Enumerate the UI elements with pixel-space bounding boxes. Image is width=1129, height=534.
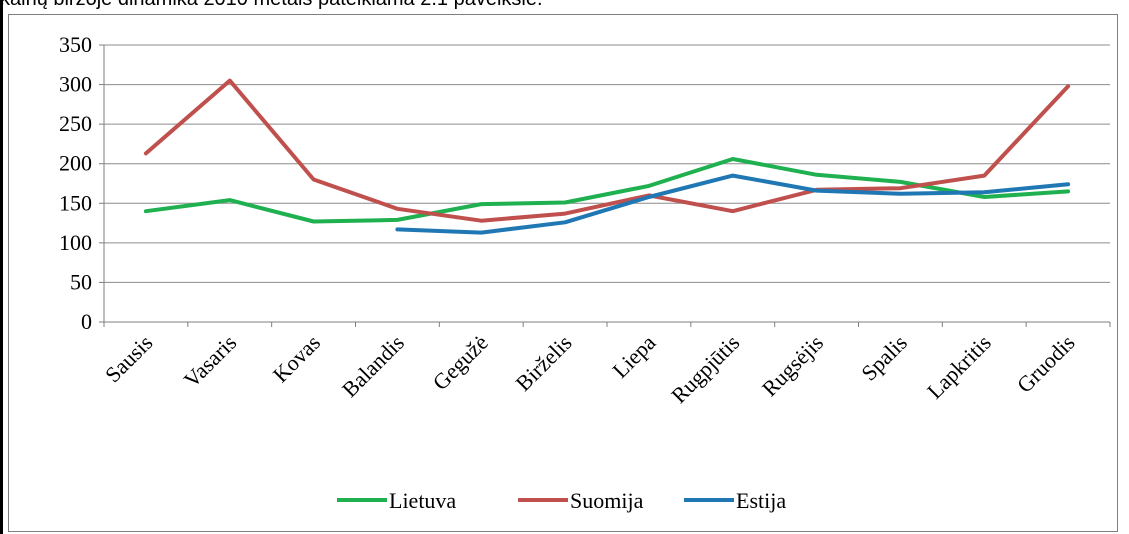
- y-tick-label: 0: [81, 309, 92, 334]
- gridlines: [104, 44, 1110, 323]
- x-tick-label: Kovas: [268, 330, 325, 387]
- y-tick-label: 100: [59, 230, 92, 255]
- x-tick-label: Sausis: [100, 330, 157, 387]
- x-tick-label: Spalis: [856, 330, 912, 386]
- y-tick-label: 350: [59, 32, 92, 57]
- y-tick-label: 50: [70, 269, 92, 294]
- y-tick-label: 200: [59, 151, 92, 176]
- page-heading: kainų biržoje dinamika 2010 metais patei…: [0, 0, 1129, 12]
- legend: Lietuva Suomija Estija: [337, 488, 786, 513]
- legend-label-lietuva: Lietuva: [389, 488, 456, 513]
- x-tick-label: Lapkritis: [922, 330, 996, 404]
- x-tick-label: Balandis: [337, 330, 409, 402]
- series-line-estija: [395, 173, 1071, 235]
- x-tick-label: Vasaris: [179, 330, 242, 393]
- page-left-border: [0, 0, 3, 534]
- x-tick-label: Rugpjūtis: [666, 330, 744, 408]
- legend-label-suomija: Suomija: [570, 488, 644, 513]
- x-axis: Sausis Vasaris Kovas Balandis Gegužė Birželis…: [100, 321, 1111, 408]
- series-lines: [143, 78, 1071, 235]
- series-line-lietuva: [143, 157, 1071, 224]
- x-tick-label: Gruodis: [1012, 330, 1080, 398]
- legend-label-estija: Estija: [736, 488, 786, 513]
- y-axis: 0 50 100 150 200 250 300 350: [59, 32, 105, 334]
- x-tick-label: Gegužė: [428, 330, 493, 395]
- x-tick-label: Liepa: [607, 330, 660, 383]
- y-tick-label: 250: [59, 111, 92, 136]
- y-tick-label: 300: [59, 72, 92, 97]
- y-tick-label: 150: [59, 190, 92, 215]
- chart-frame: [8, 14, 1118, 532]
- x-tick-label: Rugsėjis: [757, 330, 828, 401]
- series-line-suomija: [143, 78, 1071, 223]
- x-tick-label: Birželis: [511, 330, 577, 396]
